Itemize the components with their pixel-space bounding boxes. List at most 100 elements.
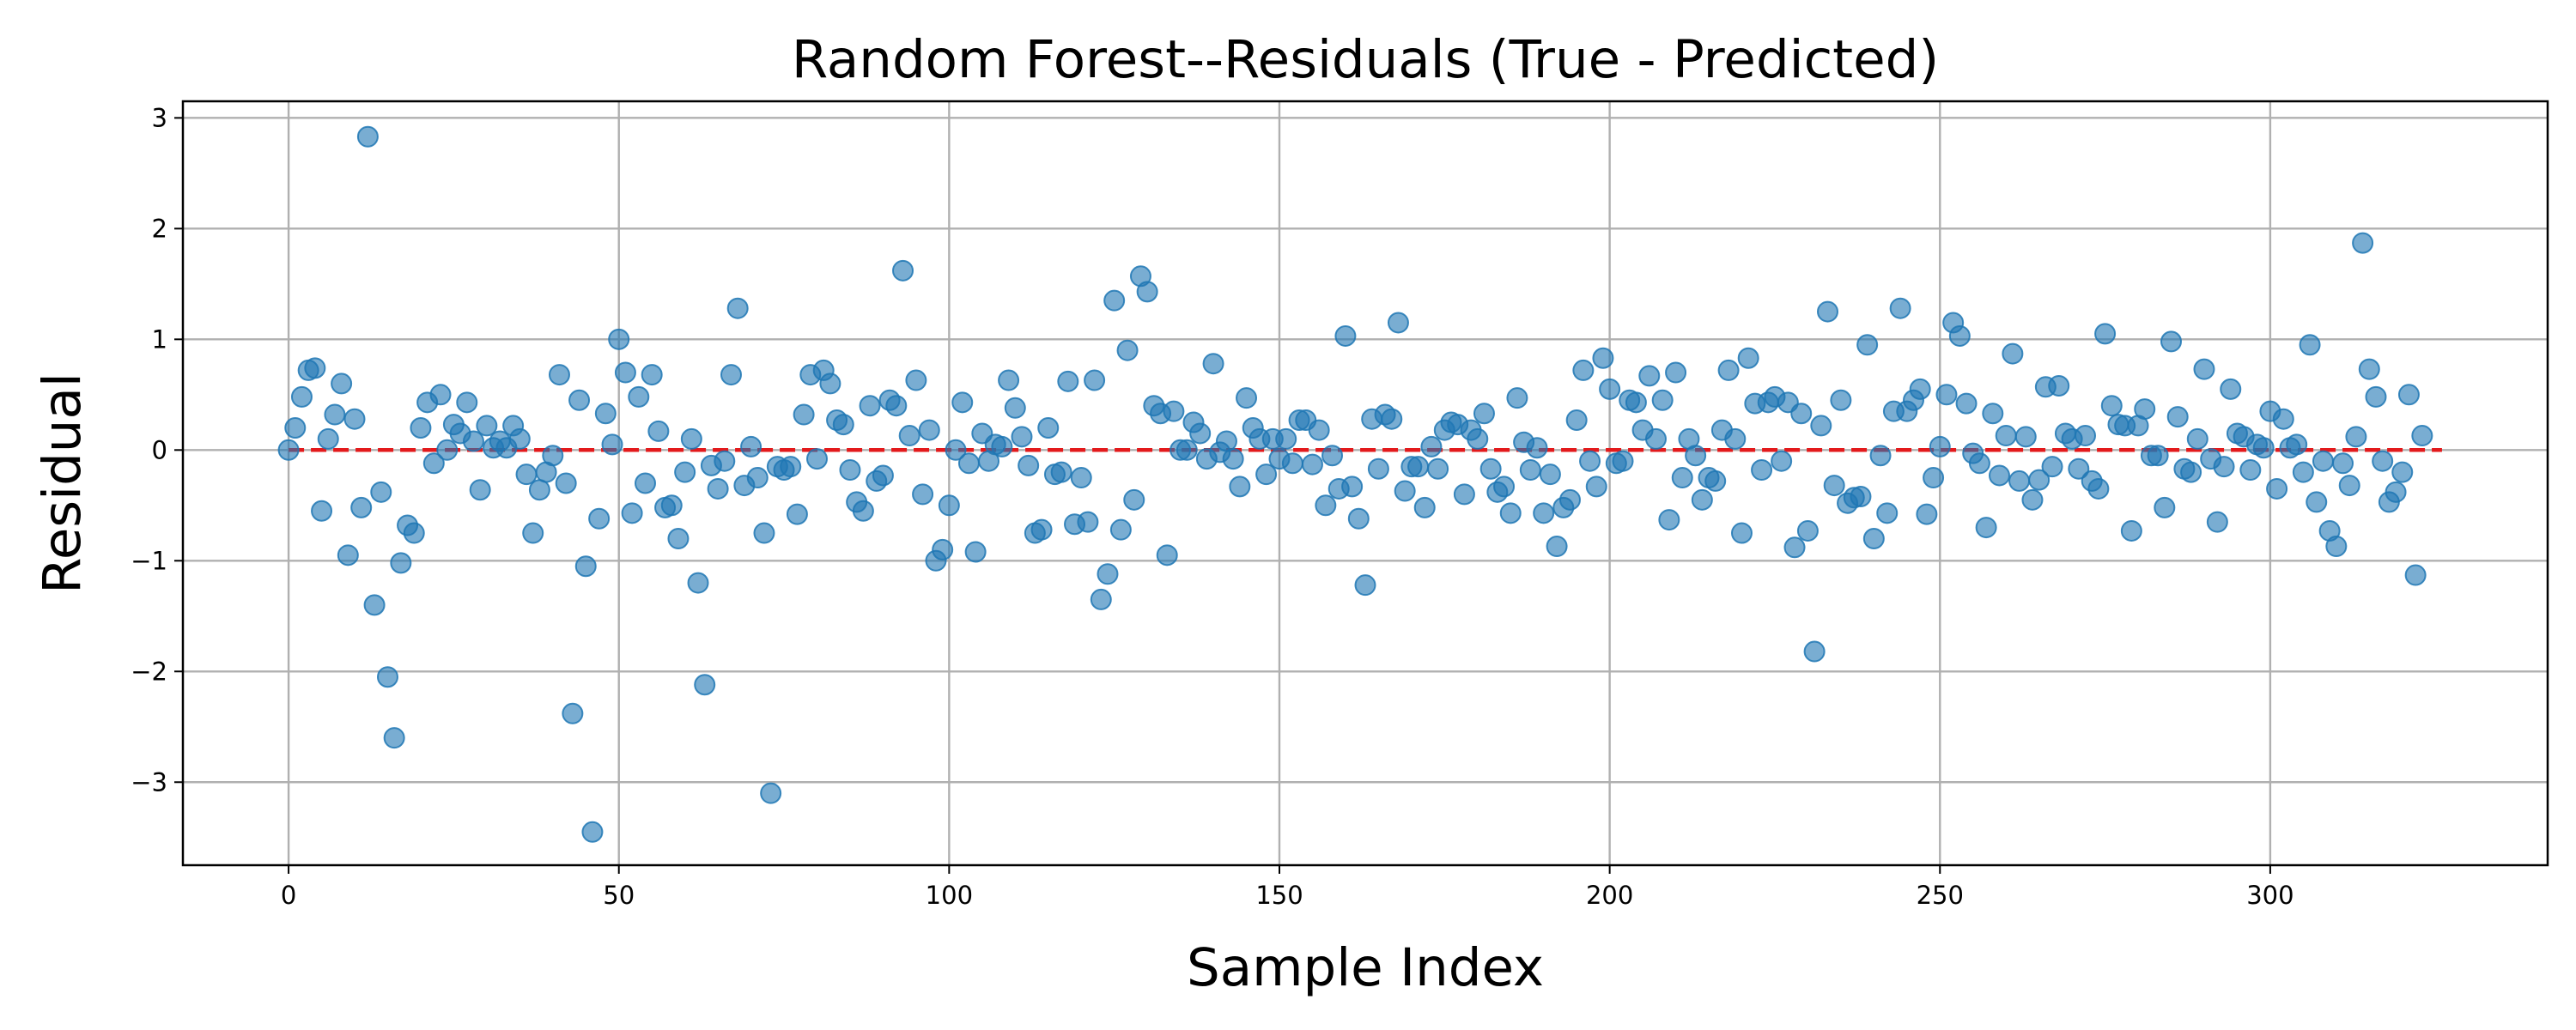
data-point (1862, 527, 1885, 549)
data-point (1704, 470, 1727, 492)
data-point (469, 479, 491, 501)
y-tick-label: −1 (131, 546, 167, 575)
data-point (2008, 470, 2031, 492)
data-point (2048, 374, 2070, 397)
data-point (746, 467, 769, 489)
data-point (1011, 426, 1033, 448)
data-point (1644, 427, 1667, 450)
data-point (1935, 384, 1958, 406)
data-point (806, 448, 829, 470)
data-point (1030, 518, 1053, 541)
data-point (2411, 425, 2433, 447)
data-point (998, 369, 1020, 391)
data-point (1347, 507, 1370, 530)
data-point (2206, 511, 2228, 533)
data-point (2220, 378, 2242, 400)
data-point (680, 427, 702, 450)
data-point (1651, 389, 1674, 411)
data-point (905, 369, 927, 391)
data-point (1499, 502, 1522, 524)
data-point (1236, 387, 1258, 409)
data-point (2068, 457, 2090, 480)
data-point (1420, 435, 1443, 457)
data-point (1050, 461, 1072, 483)
data-point (2345, 426, 2367, 448)
data-point (1989, 464, 2011, 487)
data-point (601, 433, 623, 456)
data-point (2154, 496, 2176, 518)
data-point (2404, 564, 2427, 586)
data-point (2087, 477, 2110, 500)
data-point (621, 502, 643, 524)
data-point (1783, 536, 1806, 559)
data-point (1539, 464, 1561, 486)
data-point (614, 361, 636, 384)
data-point (562, 702, 584, 724)
chart-title: Random Forest--Residuals (True - Predict… (792, 29, 1939, 90)
data-point (324, 403, 346, 426)
data-point (793, 403, 815, 426)
data-point (1163, 400, 1185, 422)
data-point (786, 503, 808, 525)
data-point (1354, 574, 1376, 597)
data-point (1176, 439, 1198, 461)
data-point (2180, 461, 2202, 483)
data-point (859, 395, 881, 417)
data-point (1592, 347, 1614, 369)
data-point (1816, 300, 1838, 323)
grid-lines (183, 101, 2548, 865)
data-point (2002, 342, 2024, 365)
data-point (284, 417, 307, 439)
data-point (1090, 588, 1112, 610)
data-point (422, 452, 445, 475)
data-point (872, 464, 894, 487)
data-point (1638, 365, 1661, 387)
data-point (951, 391, 974, 414)
x-tick-label: 50 (603, 881, 635, 910)
data-point (383, 727, 405, 749)
data-point (2041, 456, 2063, 478)
data-point (1546, 536, 1568, 558)
data-point (885, 395, 908, 417)
data-point (2272, 408, 2294, 430)
data-point (1215, 430, 1237, 452)
data-point (819, 373, 841, 395)
data-point (1599, 378, 1621, 400)
data-point (957, 452, 980, 475)
x-tick-label: 150 (1255, 881, 1303, 910)
data-point (574, 555, 597, 578)
data-point (1948, 324, 1971, 347)
data-point (1751, 459, 1773, 482)
data-point (588, 507, 611, 530)
data-point (331, 373, 353, 395)
data-point (694, 674, 716, 696)
data-point (1255, 464, 1278, 486)
data-point (2147, 445, 2169, 467)
data-point (1737, 347, 1759, 369)
data-point (1803, 640, 1826, 663)
data-point (528, 479, 550, 501)
data-point (1968, 452, 1990, 475)
data-point (1315, 494, 1337, 517)
y-tick-label: 0 (152, 435, 167, 464)
data-point (2021, 488, 2044, 511)
data-point (1116, 339, 1139, 361)
data-point (1427, 457, 1449, 480)
data-point (1830, 389, 1852, 411)
x-tick-label: 0 (281, 881, 296, 910)
data-point (2397, 384, 2420, 406)
data-point (1730, 522, 1753, 544)
data-point (707, 477, 729, 500)
data-point (687, 572, 709, 594)
data-point (852, 500, 874, 522)
data-point (1876, 502, 1899, 524)
data-point (1156, 544, 1178, 566)
data-point (1909, 378, 1931, 400)
data-point (2213, 456, 2235, 478)
data-point (2120, 519, 2142, 542)
data-point (2160, 330, 2183, 353)
data-point (641, 364, 663, 386)
data-point (2372, 450, 2394, 472)
data-point (2186, 427, 2208, 450)
data-point (1665, 361, 1687, 384)
